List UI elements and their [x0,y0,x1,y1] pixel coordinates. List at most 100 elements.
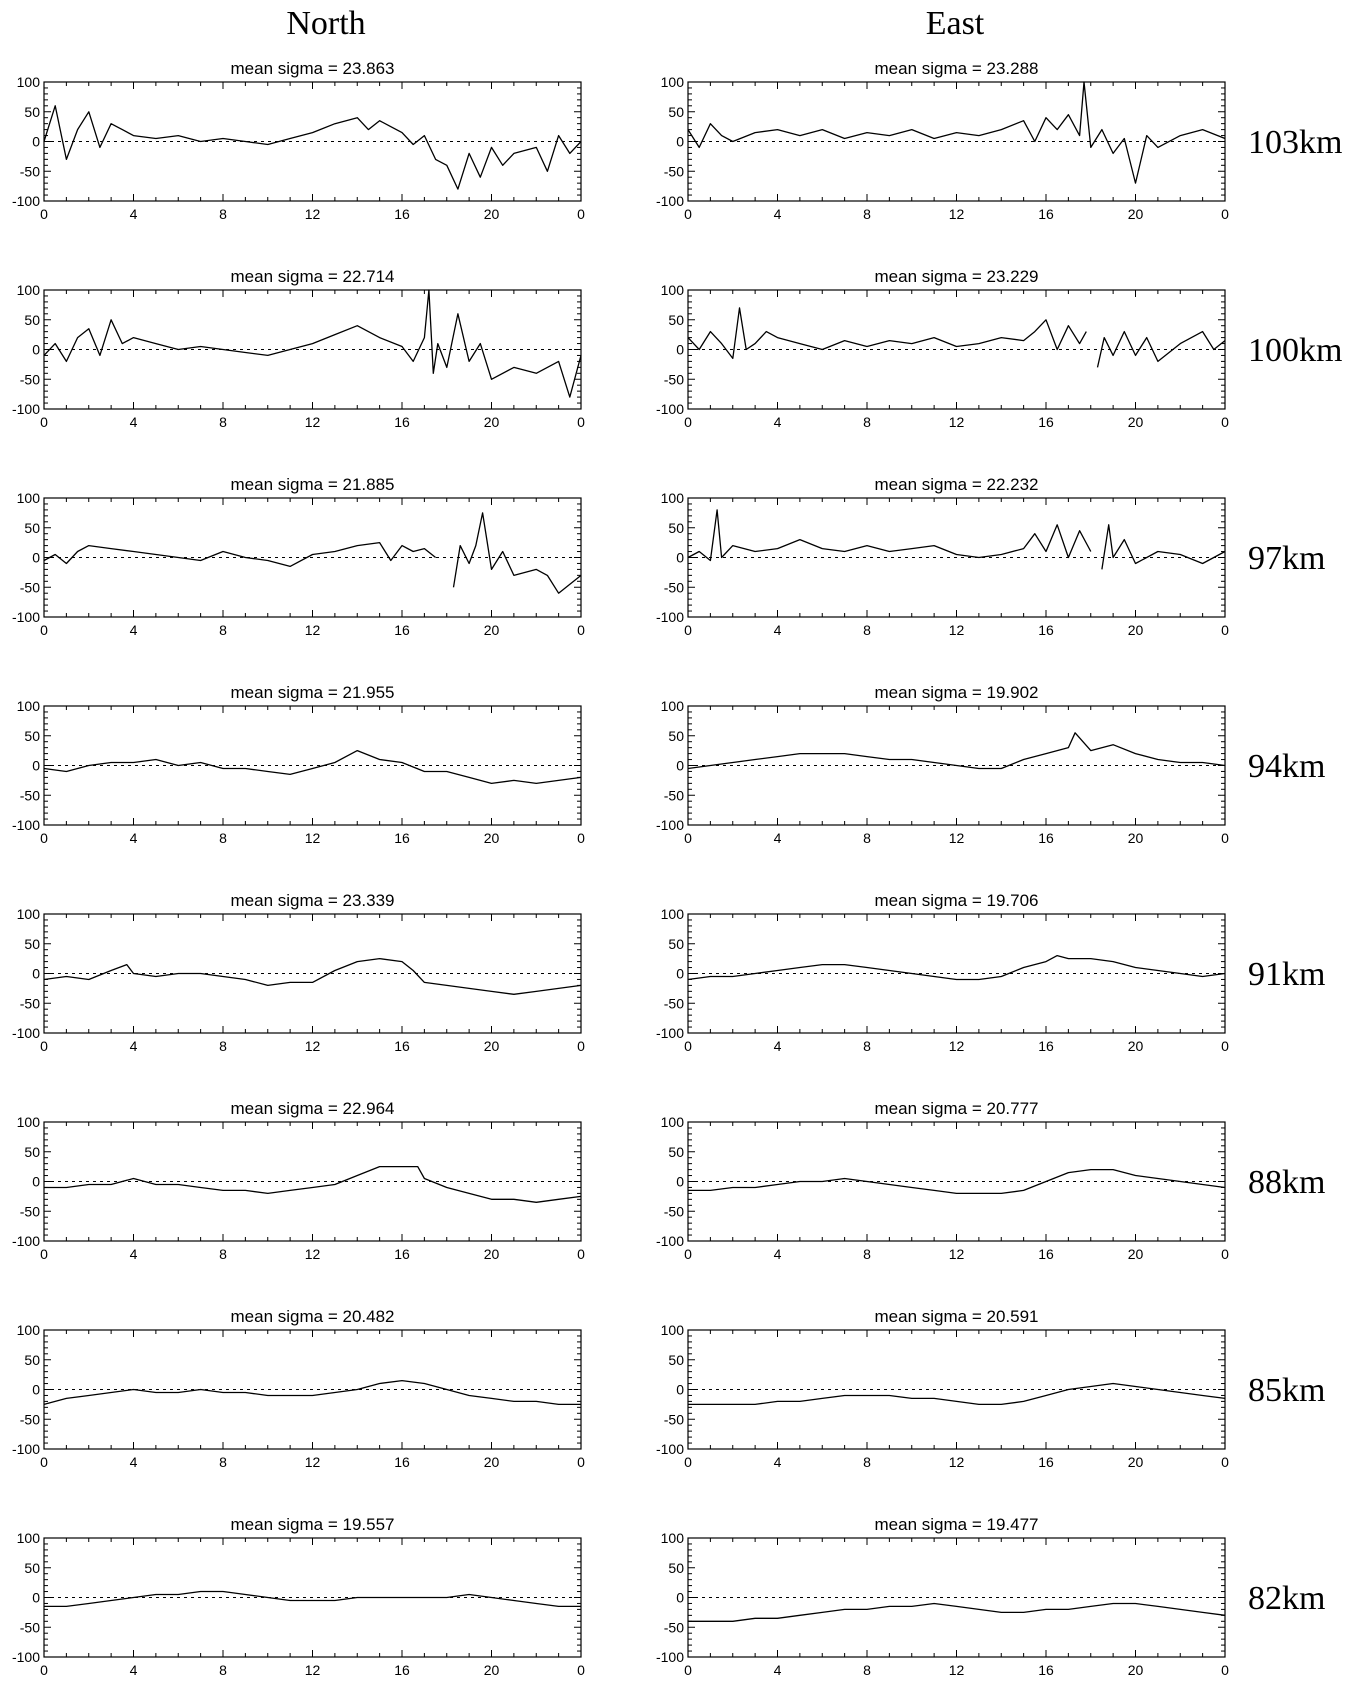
x-tick-label: 8 [863,1038,871,1054]
y-tick-label: 0 [32,1382,40,1398]
y-tick-label: 50 [668,728,684,744]
series-line-0 [43,512,582,594]
x-tick-label: 0 [577,830,585,846]
x-tick-label: 0 [1221,206,1229,222]
y-tick-label: -100 [12,1233,40,1249]
y-tick-label: -50 [20,579,40,595]
x-tick-label: 0 [40,1038,48,1054]
y-tick-label: -50 [20,371,40,387]
x-tick-label: 20 [484,1038,500,1054]
y-tick-label: -100 [656,1649,684,1665]
x-tick-label: 0 [1221,1454,1229,1470]
y-tick-label: -100 [656,609,684,625]
x-tick-label: 0 [1221,1662,1229,1678]
x-tick-label: 8 [863,206,871,222]
x-tick-label: 4 [774,830,782,846]
y-tick-label: 50 [668,936,684,952]
x-tick-label: 16 [394,1038,410,1054]
y-tick-label: -50 [20,163,40,179]
row-label-88km: 88km [1248,1164,1325,1201]
y-tick-label: 0 [676,342,684,358]
y-tick-label: 100 [661,1322,685,1338]
panel-north-91km: mean sigma = 23.339 0 4 8 12 16 20 0 100 50 0 -50 -1… [12,891,585,1054]
panel-title: mean sigma = 20.777 [875,1099,1039,1118]
panel-title: mean sigma = 20.482 [231,1307,395,1326]
series-line-0 [43,749,582,785]
x-tick-label: 8 [863,1246,871,1262]
panel-north-100km: mean sigma = 22.714 0 4 8 12 16 20 0 100 50 0 -50 -1… [12,267,585,430]
x-tick-label: 20 [1128,1038,1144,1054]
x-tick-label: 0 [684,414,692,430]
y-tick-label: -50 [20,995,40,1011]
x-tick-label: 0 [40,414,48,430]
x-tick-label: 20 [484,1246,500,1262]
x-tick-label: 8 [863,622,871,638]
panel-title: mean sigma = 19.706 [875,891,1039,910]
x-tick-label: 16 [394,1246,410,1262]
panel-title: mean sigma = 19.477 [875,1515,1039,1534]
panel-north-82km: mean sigma = 19.557 0 4 8 12 16 20 0 100 50 0 -50 -1… [12,1515,585,1678]
y-tick-label: 100 [17,282,41,298]
x-tick-label: 12 [305,1246,321,1262]
x-tick-label: 20 [484,830,500,846]
x-tick-label: 12 [305,206,321,222]
panel-east-94km: mean sigma = 19.902 0 4 8 12 16 20 0 100 50 0 -50 -1… [656,683,1229,846]
y-tick-label: 50 [668,1352,684,1368]
y-tick-label: -50 [20,787,40,803]
y-tick-label: 50 [24,312,40,328]
x-tick-label: 0 [1221,1038,1229,1054]
y-tick-label: -50 [20,1411,40,1427]
y-tick-label: 100 [17,1322,41,1338]
x-tick-label: 0 [1221,1246,1229,1262]
x-tick-label: 0 [40,622,48,638]
y-tick-label: -100 [656,1441,684,1457]
panel-title: mean sigma = 21.885 [231,475,395,494]
column-header-north: North [286,5,365,42]
series-line-0 [43,289,582,398]
y-tick-label: 50 [24,104,40,120]
y-tick-label: -100 [12,193,40,209]
x-tick-label: 16 [1038,622,1054,638]
y-tick-label: 100 [661,1530,685,1546]
x-tick-label: 16 [394,1454,410,1470]
x-tick-label: 16 [394,414,410,430]
x-tick-label: 0 [684,622,692,638]
x-tick-label: 8 [219,1038,227,1054]
y-tick-label: 50 [668,312,684,328]
panel-title: mean sigma = 21.955 [231,683,395,702]
y-tick-label: 100 [17,74,41,90]
panel-title: mean sigma = 23.339 [231,891,395,910]
y-tick-label: 0 [676,1382,684,1398]
panel-title: mean sigma = 20.591 [875,1307,1039,1326]
series-line-0 [687,307,1226,368]
series-line-0 [688,1602,1226,1622]
x-tick-label: 12 [305,830,321,846]
y-tick-label: 0 [676,1590,684,1606]
x-tick-label: 12 [949,622,965,638]
panel-east-82km: mean sigma = 19.477 0 4 8 12 16 20 0 100 50 0 -50 -1… [656,1515,1229,1678]
x-tick-label: 0 [577,1246,585,1262]
series-line-0 [687,732,1226,770]
panel-east-88km: mean sigma = 20.777 0 4 8 12 16 20 0 100 50 0 -50 -1… [656,1099,1229,1262]
x-tick-label: 12 [949,1246,965,1262]
x-tick-label: 12 [949,1038,965,1054]
y-tick-label: 50 [24,936,40,952]
x-tick-label: 16 [1038,830,1054,846]
x-tick-label: 12 [949,830,965,846]
y-tick-label: 50 [668,104,684,120]
series-line-0 [43,957,582,995]
y-tick-label: 50 [668,1560,684,1576]
series-line-0 [687,81,1226,184]
x-tick-label: 20 [1128,1246,1144,1262]
x-tick-label: 8 [863,414,871,430]
x-tick-label: 0 [1221,414,1229,430]
y-tick-label: 0 [32,1590,40,1606]
x-tick-label: 12 [305,622,321,638]
row-label-103km: 103km [1248,124,1342,161]
y-tick-label: 50 [24,1144,40,1160]
x-tick-label: 4 [774,1038,782,1054]
x-tick-label: 0 [1221,622,1229,638]
y-tick-label: 0 [676,550,684,566]
y-tick-label: 50 [24,1560,40,1576]
y-tick-label: -50 [664,1203,684,1219]
